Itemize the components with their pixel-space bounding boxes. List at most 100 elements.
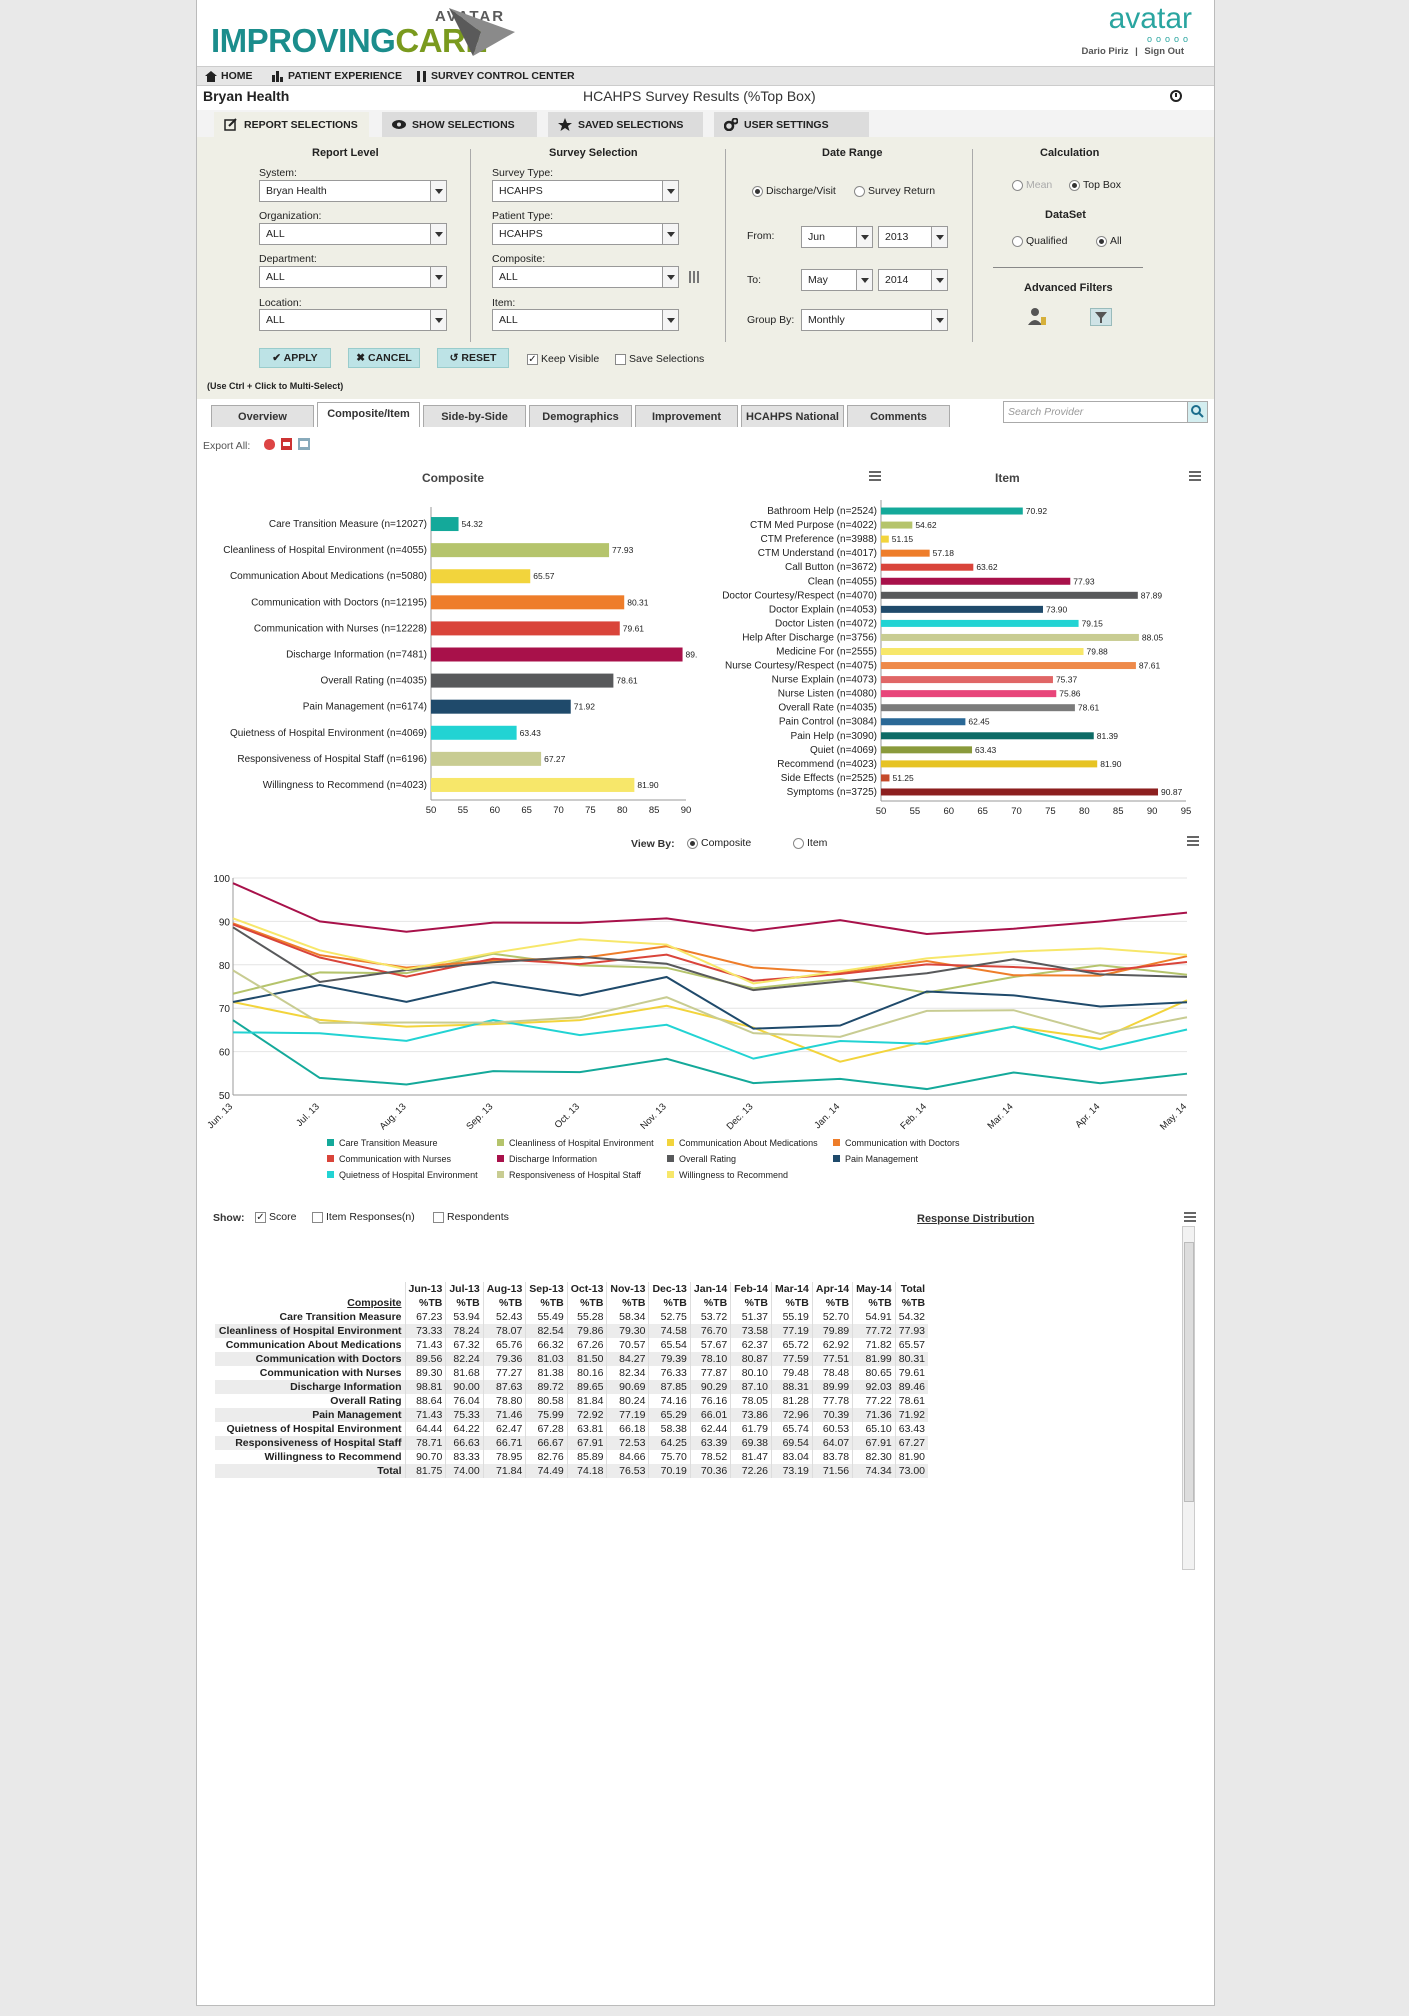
sign-out-link[interactable]: Sign Out bbox=[1144, 46, 1184, 57]
bar[interactable] bbox=[881, 535, 889, 543]
response-distribution-link[interactable]: Response Distribution bbox=[917, 1213, 1035, 1225]
bar[interactable] bbox=[431, 699, 571, 714]
legend-label[interactable]: Cleanliness of Hospital Environment bbox=[509, 1138, 654, 1148]
series-line[interactable] bbox=[232, 1018, 1188, 1060]
organization-select[interactable]: ALL bbox=[259, 223, 447, 245]
bar[interactable] bbox=[881, 788, 1159, 796]
bar[interactable] bbox=[431, 725, 517, 740]
bar[interactable] bbox=[881, 605, 1043, 613]
nav-survey-control-center[interactable]: SURVEY CONTROL CENTER bbox=[417, 70, 575, 82]
bar[interactable] bbox=[881, 718, 966, 726]
top-box-radio[interactable]: Top Box bbox=[1069, 179, 1121, 191]
legend-label[interactable]: Communication with Doctors bbox=[845, 1138, 960, 1148]
series-line[interactable] bbox=[232, 882, 1188, 935]
bar[interactable] bbox=[881, 549, 930, 557]
bar[interactable] bbox=[431, 517, 459, 532]
series-line[interactable] bbox=[232, 1019, 1188, 1091]
bar[interactable] bbox=[881, 648, 1084, 655]
provider-filter-icon[interactable] bbox=[1027, 307, 1047, 327]
line-chart-menu-icon[interactable] bbox=[1187, 836, 1199, 846]
qualified-radio[interactable]: Qualified bbox=[1012, 235, 1067, 247]
apply-button[interactable]: ✔ APPLY bbox=[259, 348, 331, 368]
bar[interactable] bbox=[881, 774, 890, 782]
patient-type-select[interactable]: HCAHPS bbox=[492, 223, 679, 245]
bar[interactable] bbox=[431, 569, 531, 584]
search-provider-input[interactable]: Search Provider bbox=[1003, 401, 1208, 423]
from-month-select[interactable]: Jun bbox=[801, 226, 873, 248]
legend-label[interactable]: Overall Rating bbox=[679, 1154, 736, 1164]
legend-label[interactable]: Discharge Information bbox=[509, 1154, 597, 1164]
tab-comments[interactable]: Comments bbox=[847, 405, 950, 427]
series-line[interactable] bbox=[232, 926, 1188, 992]
bar[interactable] bbox=[431, 543, 610, 558]
improvingcare-logo[interactable]: IMPROVINGCARE bbox=[211, 22, 487, 60]
bar[interactable] bbox=[881, 732, 1094, 740]
discharge-visit-radio[interactable]: Discharge/Visit bbox=[752, 185, 836, 197]
powerpoint-icon[interactable] bbox=[264, 439, 275, 450]
search-button[interactable] bbox=[1187, 402, 1207, 422]
series-line[interactable] bbox=[232, 917, 1188, 985]
bar[interactable] bbox=[431, 777, 635, 792]
legend-label[interactable]: Care Transition Measure bbox=[339, 1138, 438, 1148]
bar[interactable] bbox=[881, 746, 973, 754]
legend-label[interactable]: Quietness of Hospital Environment bbox=[339, 1170, 478, 1180]
composite-header[interactable]: Composite bbox=[347, 1297, 402, 1309]
table-scrollbar[interactable] bbox=[1182, 1226, 1195, 1570]
score-checkbox[interactable]: ✓ Score bbox=[255, 1211, 296, 1223]
excel-icon[interactable] bbox=[298, 438, 310, 450]
tab-overview[interactable]: Overview bbox=[211, 405, 314, 427]
tab-report-selections[interactable]: REPORT SELECTIONS bbox=[214, 112, 369, 137]
composite-select[interactable]: ALL bbox=[492, 266, 679, 288]
bar[interactable] bbox=[881, 662, 1136, 670]
tab-side-by-side[interactable]: Side-by-Side bbox=[423, 405, 526, 427]
view-by-item-radio[interactable]: Item bbox=[793, 837, 827, 849]
system-select[interactable]: Bryan Health bbox=[259, 180, 447, 202]
save-selections-checkbox[interactable]: Save Selections bbox=[615, 353, 704, 365]
group-by-select[interactable]: Monthly bbox=[801, 309, 948, 331]
tab-show-selections[interactable]: SHOW SELECTIONS bbox=[382, 112, 537, 137]
cancel-button[interactable]: ✖ CANCEL bbox=[348, 348, 420, 368]
bar[interactable] bbox=[881, 521, 913, 529]
bar[interactable] bbox=[431, 673, 614, 688]
series-line[interactable] bbox=[232, 975, 1188, 1030]
legend-label[interactable]: Responsiveness of Hospital Staff bbox=[509, 1170, 641, 1180]
bar[interactable] bbox=[881, 760, 1098, 768]
item-responses-checkbox[interactable]: Item Responses(n) bbox=[312, 1211, 415, 1223]
bar[interactable] bbox=[431, 621, 620, 636]
series-line[interactable] bbox=[232, 999, 1188, 1063]
bar[interactable] bbox=[881, 577, 1071, 585]
all-radio[interactable]: All bbox=[1096, 235, 1122, 247]
to-year-select[interactable]: 2014 bbox=[878, 269, 948, 291]
mean-radio[interactable]: Mean bbox=[1012, 179, 1052, 191]
list-grid-icon[interactable] bbox=[689, 271, 701, 283]
bar[interactable] bbox=[431, 751, 542, 766]
tab-demographics[interactable]: Demographics bbox=[529, 405, 632, 427]
scrollbar-thumb[interactable] bbox=[1184, 1242, 1194, 1502]
from-year-select[interactable]: 2013 bbox=[878, 226, 948, 248]
bar[interactable] bbox=[881, 676, 1053, 684]
series-line[interactable] bbox=[232, 923, 1188, 982]
bar[interactable] bbox=[431, 595, 625, 610]
reset-button[interactable]: ↺ RESET bbox=[437, 348, 509, 368]
bar[interactable] bbox=[881, 591, 1138, 599]
nav-patient-experience[interactable]: PATIENT EXPERIENCE bbox=[272, 70, 402, 82]
clock-icon[interactable] bbox=[1170, 90, 1182, 102]
tab-composite-item[interactable]: Composite/Item bbox=[317, 402, 420, 427]
item-select[interactable]: ALL bbox=[492, 309, 679, 331]
bar[interactable] bbox=[431, 647, 683, 662]
composite-chart-menu-icon[interactable] bbox=[869, 471, 881, 481]
legend-label[interactable]: Pain Management bbox=[845, 1154, 919, 1164]
tab-user-settings[interactable]: USER SETTINGS bbox=[714, 112, 869, 137]
nav-home[interactable]: HOME bbox=[205, 70, 253, 82]
location-select[interactable]: ALL bbox=[259, 309, 447, 331]
filter-button[interactable] bbox=[1090, 308, 1112, 326]
table-menu-icon[interactable] bbox=[1184, 1212, 1196, 1222]
bar[interactable] bbox=[881, 633, 1139, 641]
pdf-icon[interactable] bbox=[281, 438, 292, 450]
legend-label[interactable]: Communication About Medications bbox=[679, 1138, 818, 1148]
legend-label[interactable]: Communication with Nurses bbox=[339, 1154, 452, 1164]
legend-label[interactable]: Willingness to Recommend bbox=[679, 1170, 788, 1180]
view-by-composite-radio[interactable]: Composite bbox=[687, 837, 751, 849]
to-month-select[interactable]: May bbox=[801, 269, 873, 291]
item-chart-menu-icon[interactable] bbox=[1189, 471, 1201, 481]
